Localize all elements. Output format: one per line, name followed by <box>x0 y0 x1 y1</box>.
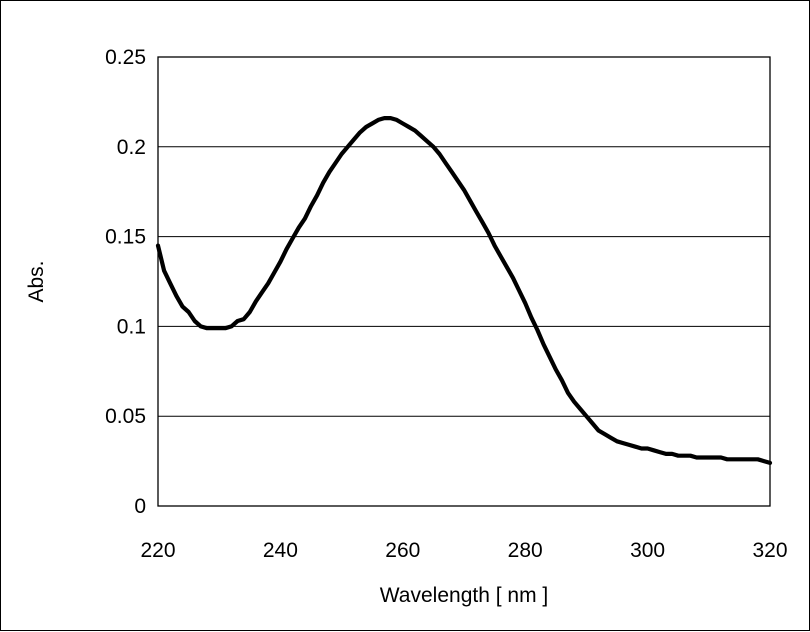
y-tick-label: 0.25 <box>105 46 146 69</box>
y-axis-title: Abs. <box>25 260 48 302</box>
y-tick-label: 0.2 <box>117 136 146 159</box>
y-tick-label: 0.05 <box>105 405 146 428</box>
x-tick-label: 300 <box>630 539 665 562</box>
y-tick-labels: 0 0.05 0.1 0.15 0.2 0.25 <box>105 46 146 518</box>
x-tick-label: 280 <box>508 539 543 562</box>
y-tick-label: 0.15 <box>105 226 146 249</box>
x-tick-label: 240 <box>263 539 298 562</box>
y-tick-label: 0.1 <box>117 315 146 338</box>
x-tick-labels: 220 240 260 280 300 320 <box>140 539 787 562</box>
x-tick-label: 260 <box>385 539 420 562</box>
y-tick-label: 0 <box>134 495 146 518</box>
x-tick-label: 220 <box>140 539 175 562</box>
x-axis-title: Wavelength [ nm ] <box>380 584 548 607</box>
grid-layer <box>158 146 770 417</box>
plot-area <box>157 56 771 507</box>
x-tick-label: 320 <box>752 539 787 562</box>
absorbance-series-line <box>155 116 773 465</box>
